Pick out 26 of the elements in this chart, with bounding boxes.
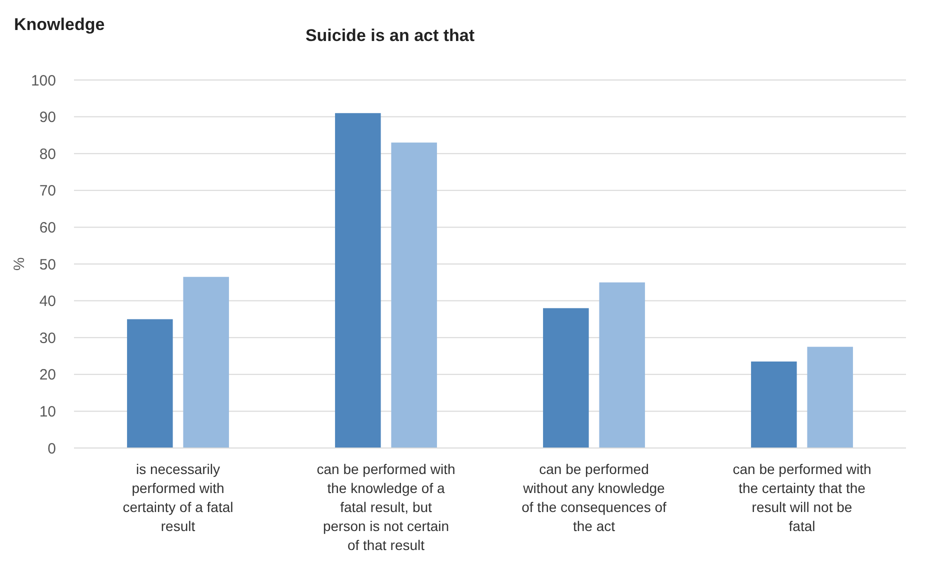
text: Knowledge: [14, 15, 105, 34]
y-tick-label: 40: [39, 293, 56, 310]
bar: [335, 113, 381, 448]
chart-title: Suicide is an act that: [305, 26, 475, 45]
bar: [127, 319, 173, 448]
y-tick-label: 90: [39, 109, 56, 126]
x-tick-label: can be performed with the knowledge of a fatal result, but person is not certain of that result: [316, 461, 456, 553]
y-tick-label: 80: [39, 146, 56, 163]
bar: [751, 362, 797, 448]
bar: [543, 308, 589, 448]
y-tick-label: 70: [39, 182, 56, 200]
bar: [599, 282, 645, 448]
bar: [391, 142, 437, 448]
y-axis-title: %: [11, 257, 28, 271]
y-tick-label: 50: [39, 256, 56, 274]
y-tick-label: 10: [39, 403, 56, 420]
x-tick-label: can be performed without any knowledge of the consequences of the act: [522, 461, 666, 534]
bar: [183, 276, 229, 448]
bar: [807, 346, 853, 448]
y-tick-label: 30: [39, 330, 56, 347]
y-tick-label: 20: [39, 366, 56, 384]
x-tick-label: is necessarily performed with certainty of a fatal result: [122, 461, 234, 534]
y-tick-label: 60: [39, 219, 56, 236]
y-tick-label: 0: [48, 440, 56, 458]
y-tick-label: 100: [30, 72, 56, 90]
x-tick-label: can be performed with the certainty that the result will not be fatal: [732, 461, 872, 534]
